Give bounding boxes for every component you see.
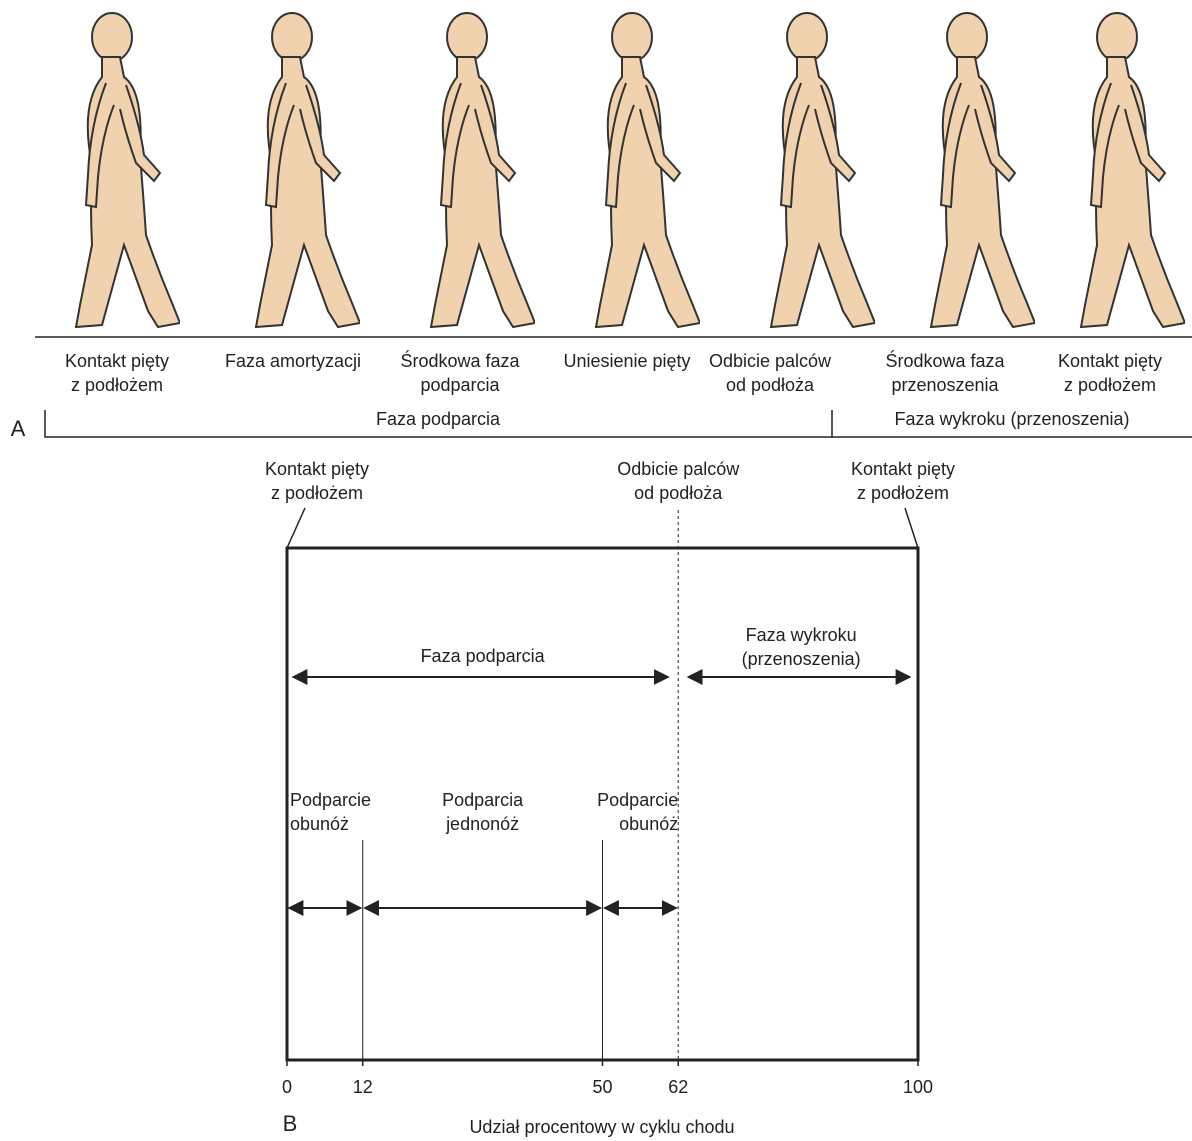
phase-label: Faza amortyzacji (225, 351, 361, 371)
phase-label: przenoszenia (891, 375, 999, 395)
x-tick-label: 50 (592, 1077, 612, 1097)
event-pointer (905, 508, 918, 548)
subphase-label: obunóż (290, 814, 349, 834)
phase-label: Środkowa faza (400, 350, 520, 371)
event-label: od podłoża (634, 483, 723, 503)
figure (76, 13, 180, 327)
panel-label: A (11, 416, 26, 441)
figure (771, 13, 875, 327)
phase-label: Kontakt pięty (65, 351, 169, 371)
x-tick-label: 100 (903, 1077, 933, 1097)
event-label: z podłożem (271, 483, 363, 503)
diagram: A Faza podparcia Faza wykroku (przenosze… (0, 0, 1192, 1141)
x-axis-title: Udział procentowy w cyklu chodu (469, 1117, 734, 1137)
subphase-label: Podparcia (442, 790, 524, 810)
figure (431, 13, 535, 327)
swing-label: Faza wykroku (przenoszenia) (894, 409, 1129, 429)
phase-label: z podłożem (1064, 375, 1156, 395)
figure (931, 13, 1035, 327)
figure (1081, 13, 1185, 327)
stance-label: Faza podparcia (421, 646, 546, 666)
swing-label: (przenoszenia) (742, 649, 861, 669)
subphase-label: jednonóż (445, 814, 519, 834)
panel-label: B (283, 1111, 298, 1136)
event-label: Kontakt pięty (851, 459, 955, 479)
x-tick-label: 62 (668, 1077, 688, 1097)
subphase-label: obunóż (619, 814, 678, 834)
x-tick-label: 12 (353, 1077, 373, 1097)
phase-label: Odbicie palców (709, 351, 832, 371)
phase-label: Uniesienie pięty (563, 351, 690, 371)
subphase-label: Podparcie (290, 790, 371, 810)
phase-label: podparcia (420, 375, 500, 395)
walking-figures (76, 13, 1185, 327)
event-label: z podłożem (857, 483, 949, 503)
event-pointer (287, 508, 305, 548)
event-label: Odbicie palców (617, 459, 740, 479)
stance-label: Faza podparcia (376, 409, 501, 429)
phase-label: Kontakt pięty (1058, 351, 1162, 371)
figure (596, 13, 700, 327)
phase-label: z podłożem (71, 375, 163, 395)
phase-label: Środkowa faza (885, 350, 1005, 371)
phase-label: od podłoża (726, 375, 815, 395)
event-label: Kontakt pięty (265, 459, 369, 479)
x-tick-label: 0 (282, 1077, 292, 1097)
subphase-label: Podparcie (597, 790, 678, 810)
figure (256, 13, 360, 327)
swing-label: Faza wykroku (746, 625, 857, 645)
